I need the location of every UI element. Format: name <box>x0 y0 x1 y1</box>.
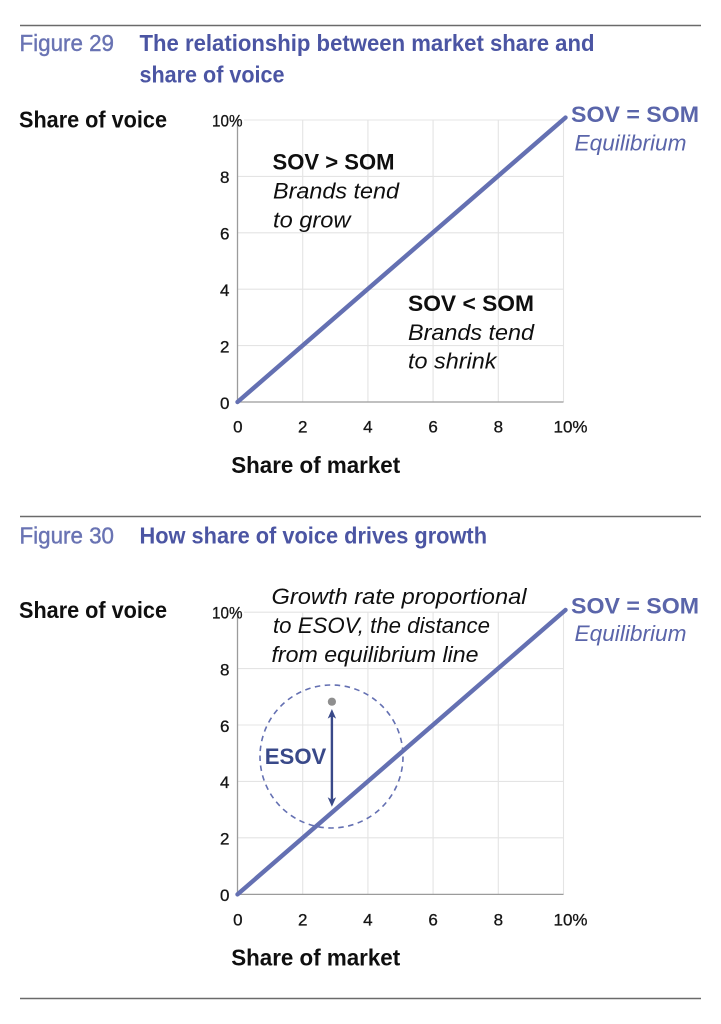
svg-text:8: 8 <box>220 168 229 187</box>
svg-text:Share of market: Share of market <box>231 452 400 478</box>
svg-text:10%: 10% <box>212 604 243 623</box>
svg-text:Equilibrium: Equilibrium <box>575 131 687 156</box>
svg-text:4: 4 <box>220 773 229 792</box>
svg-text:Brands tend: Brands tend <box>273 179 401 204</box>
svg-text:2: 2 <box>220 830 229 849</box>
svg-text:to ESOV, the distance: to ESOV, the distance <box>273 613 490 638</box>
svg-text:from equilibrium line: from equilibrium line <box>272 642 479 667</box>
svg-text:Brands tend: Brands tend <box>408 320 536 345</box>
svg-text:0: 0 <box>220 394 229 413</box>
svg-text:0: 0 <box>220 886 229 905</box>
svg-text:8: 8 <box>494 418 503 437</box>
svg-text:4: 4 <box>363 911 372 930</box>
svg-text:SOV > SOM: SOV > SOM <box>273 150 395 175</box>
svg-text:Figure 29: Figure 29 <box>20 30 115 56</box>
svg-text:2: 2 <box>220 337 229 356</box>
svg-text:6: 6 <box>220 225 229 244</box>
svg-text:6: 6 <box>428 418 437 437</box>
svg-text:The relationship between marke: The relationship between market share an… <box>140 30 595 56</box>
svg-text:Share of voice: Share of voice <box>19 107 167 133</box>
svg-text:SOV = SOM: SOV = SOM <box>571 594 699 619</box>
svg-text:to grow: to grow <box>273 208 352 233</box>
svg-text:6: 6 <box>428 911 437 930</box>
svg-text:8: 8 <box>220 660 229 679</box>
svg-text:0: 0 <box>233 911 242 930</box>
svg-text:10%: 10% <box>554 418 588 437</box>
svg-text:Figure 30: Figure 30 <box>20 523 115 549</box>
svg-text:2: 2 <box>298 911 307 930</box>
svg-text:4: 4 <box>220 281 229 300</box>
svg-text:0: 0 <box>233 418 242 437</box>
svg-text:share of voice: share of voice <box>140 62 285 88</box>
svg-text:2: 2 <box>298 418 307 437</box>
svg-text:How share of voice drives grow: How share of voice drives growth <box>140 523 488 549</box>
svg-text:10%: 10% <box>554 911 588 930</box>
svg-text:Share of voice: Share of voice <box>19 597 167 623</box>
svg-text:SOV = SOM: SOV = SOM <box>571 102 699 127</box>
svg-text:to shrink: to shrink <box>408 349 498 374</box>
svg-text:Growth rate proportional: Growth rate proportional <box>272 584 528 609</box>
svg-text:Equilibrium: Equilibrium <box>575 621 687 646</box>
svg-text:Share of market: Share of market <box>231 944 400 970</box>
svg-text:4: 4 <box>363 418 372 437</box>
svg-text:6: 6 <box>220 717 229 736</box>
svg-text:ESOV: ESOV <box>265 744 327 769</box>
svg-text:10%: 10% <box>212 111 243 130</box>
svg-text:8: 8 <box>494 911 503 930</box>
svg-text:SOV < SOM: SOV < SOM <box>408 291 534 316</box>
